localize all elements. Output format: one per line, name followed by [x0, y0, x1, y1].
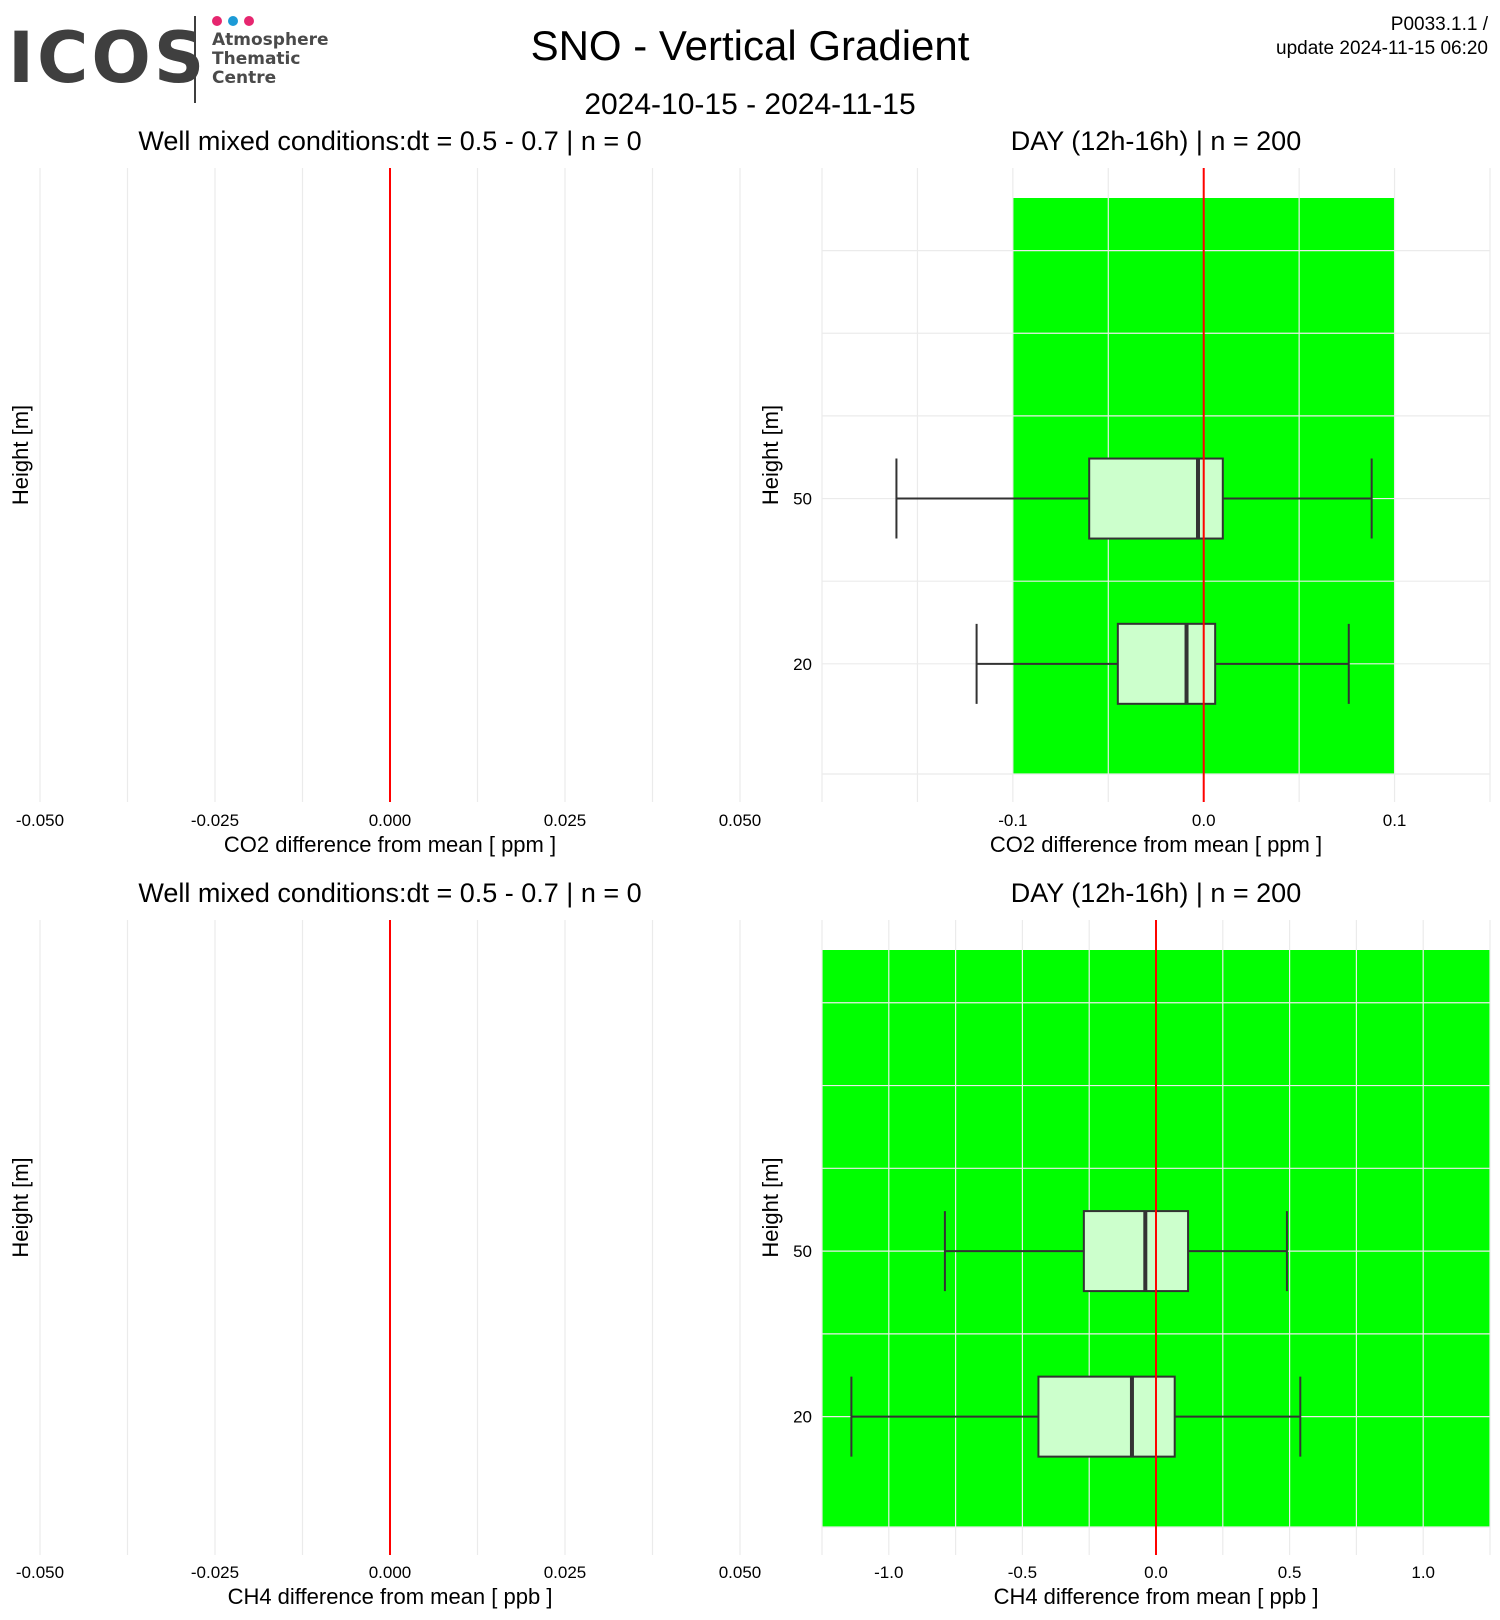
logo-divider	[194, 16, 196, 103]
box-iqr	[1082, 1210, 1190, 1293]
chart-title: Well mixed conditions:dt = 0.5 - 0.7 | n…	[138, 126, 641, 156]
x-tick-label: 0.000	[369, 1563, 412, 1582]
product-code: P0033.1.1 /	[1390, 14, 1488, 35]
page-header: ICOS Atmosphere Thematic Centre SNO - Ve…	[0, 0, 1500, 125]
chart-panel: -0.050 -0.025 0.000 0.025 0.050 Well mixed co…	[8, 878, 761, 1609]
icos-logo: ICOS	[8, 17, 208, 99]
chart-panel: 20 50 -0.1 0.0 0.1 DAY (12h-16h) | n = 200 CO2…	[758, 126, 1491, 857]
x-axis-label: CH4 difference from mean [ ppb ]	[228, 1584, 553, 1609]
chart-panel: 20 50 -1.0 -0.5 0.0 0.5 1.0 DAY (12h-16h) | n =…	[758, 878, 1491, 1609]
chart-title: DAY (12h-16h) | n = 200	[1011, 126, 1301, 156]
logo-subtitle-line: Atmosphere	[212, 30, 329, 50]
chart-title: Well mixed conditions:dt = 0.5 - 0.7 | n…	[138, 878, 641, 908]
y-axis-label: Height [m]	[8, 405, 33, 505]
y-axis-label: Height [m]	[758, 1157, 783, 1257]
update-timestamp: update 2024-11-15 06:20	[1276, 38, 1488, 59]
logo-dot	[212, 16, 222, 26]
y-tick-label: 50	[793, 1242, 812, 1261]
x-tick-label: -0.1	[998, 811, 1027, 830]
logo-dot	[244, 16, 254, 26]
x-tick-label: -0.025	[191, 811, 239, 830]
x-tick-label: 0.025	[544, 811, 587, 830]
y-tick-label: 50	[793, 490, 812, 509]
x-tick-label: 1.0	[1411, 1563, 1435, 1582]
x-tick-label: 0.050	[719, 1563, 762, 1582]
x-tick-label: 0.050	[719, 811, 762, 830]
x-axis-label: CO2 difference from mean [ ppm ]	[990, 832, 1322, 857]
logo-subtitle-line: Centre	[212, 68, 277, 88]
x-tick-label: -1.0	[874, 1563, 903, 1582]
box-iqr	[1116, 622, 1217, 705]
logo-subtitle-line: Thematic	[212, 49, 301, 69]
x-tick-label: 0.0	[1144, 1563, 1168, 1582]
x-tick-label: 0.000	[369, 811, 412, 830]
logo-dot	[228, 16, 238, 26]
x-tick-label: -0.5	[1008, 1563, 1037, 1582]
x-tick-label: -0.050	[16, 1563, 64, 1582]
x-tick-label: 0.025	[544, 1563, 587, 1582]
y-axis-label: Height [m]	[758, 405, 783, 505]
page-title: SNO - Vertical Gradient	[530, 22, 970, 69]
x-tick-label: -0.025	[191, 1563, 239, 1582]
date-range: 2024-10-15 - 2024-11-15	[584, 88, 916, 121]
x-tick-label: 0.0	[1192, 811, 1216, 830]
chart-title: DAY (12h-16h) | n = 200	[1011, 878, 1301, 908]
box-iqr	[1088, 457, 1224, 540]
x-axis-label: CO2 difference from mean [ ppm ]	[224, 832, 556, 857]
y-tick-label: 20	[793, 1408, 812, 1427]
x-tick-label: 0.1	[1383, 811, 1407, 830]
y-tick-label: 20	[793, 655, 812, 674]
chart-panel: -0.050 -0.025 0.000 0.025 0.050 Well mixed co…	[8, 126, 761, 857]
x-tick-label: -0.050	[16, 811, 64, 830]
y-axis-label: Height [m]	[8, 1157, 33, 1257]
x-tick-label: 0.5	[1278, 1563, 1302, 1582]
box-iqr	[1037, 1375, 1176, 1458]
x-axis-label: CH4 difference from mean [ ppb ]	[994, 1584, 1319, 1609]
